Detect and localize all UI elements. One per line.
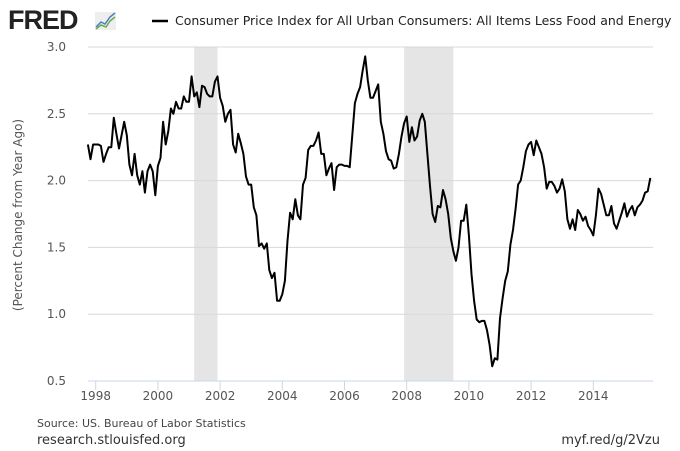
x-tick-label: 2008 bbox=[391, 389, 422, 403]
y-tick-label: 2.0 bbox=[47, 174, 66, 188]
source-note: Source: US. Bureau of Labor Statistics bbox=[37, 417, 246, 430]
series-line bbox=[86, 55, 652, 368]
fred-logo[interactable]: FRED bbox=[8, 5, 116, 35]
y-tick-label: 3.0 bbox=[47, 40, 66, 54]
x-tick-label: 2002 bbox=[205, 389, 236, 403]
fred-logo-text: FRED bbox=[8, 5, 78, 35]
y-tick-label: 1.0 bbox=[47, 307, 66, 321]
recession-shading bbox=[194, 47, 218, 381]
x-tick-label: 2014 bbox=[578, 389, 609, 403]
y-tick-label: 0.5 bbox=[47, 374, 66, 388]
recession-shading bbox=[404, 47, 454, 381]
x-tick-label: 2012 bbox=[516, 389, 547, 403]
y-tick-label: 2.5 bbox=[47, 107, 66, 121]
chart-logo-icon bbox=[95, 12, 116, 30]
x-tick-label: 2000 bbox=[143, 389, 174, 403]
short-link[interactable]: myf.red/g/2Vzu bbox=[561, 433, 660, 448]
x-tick-label: 1998 bbox=[80, 389, 111, 403]
site-link[interactable]: research.stlouisfed.org bbox=[37, 433, 186, 448]
y-axis-label: (Percent Change from Year Ago) bbox=[11, 119, 25, 311]
legend-series-label: Consumer Price Index for All Urban Consu… bbox=[175, 13, 672, 28]
y-tick-label: 1.5 bbox=[47, 240, 66, 254]
x-tick-label: 2006 bbox=[329, 389, 360, 403]
x-tick-label: 2004 bbox=[267, 389, 298, 403]
x-tick-label: 2010 bbox=[454, 389, 485, 403]
